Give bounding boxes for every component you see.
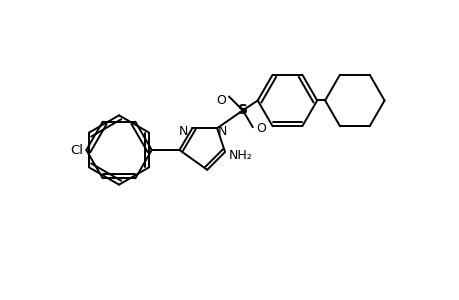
Text: N: N [179, 125, 188, 138]
Text: N: N [218, 125, 227, 138]
Text: O: O [216, 94, 225, 106]
Text: Cl: Cl [70, 143, 83, 157]
Text: NH₂: NH₂ [229, 149, 252, 162]
Text: S: S [237, 103, 247, 117]
Text: O: O [255, 122, 265, 135]
